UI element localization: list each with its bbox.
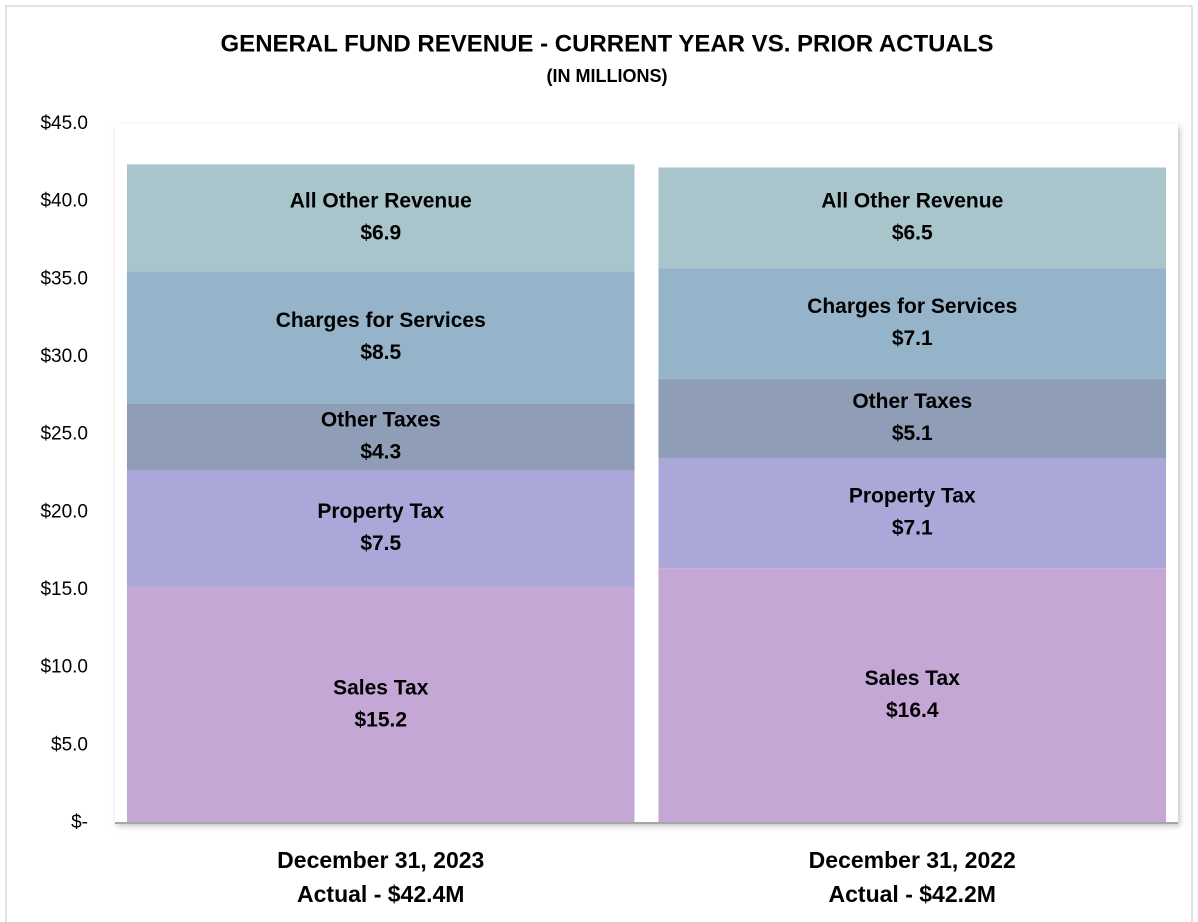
- segment-name: Property Tax: [849, 485, 976, 508]
- bar-segment: [126, 403, 635, 471]
- segment-name: All Other Revenue: [290, 190, 472, 213]
- segment-name: Sales Tax: [333, 676, 429, 699]
- bar-segment: [658, 457, 1167, 569]
- data-label: $5.1: [892, 422, 933, 445]
- chart-subtitle: (IN MILLIONS): [547, 66, 668, 86]
- x-tick-sublabel: Actual - $42.4M: [297, 881, 464, 907]
- segment-name: Charges for Services: [276, 309, 486, 332]
- y-tick-label: $-: [71, 812, 88, 833]
- bar-segment: [126, 586, 635, 823]
- x-tick-label: December 31, 2022: [809, 847, 1016, 873]
- chart-title: GENERAL FUND REVENUE - CURRENT YEAR VS. …: [221, 30, 994, 57]
- data-label: $16.4: [886, 699, 939, 722]
- y-tick-label: $5.0: [51, 734, 88, 755]
- data-label: $6.9: [360, 222, 401, 245]
- y-tick-label: $45.0: [40, 113, 88, 134]
- y-tick-label: $40.0: [40, 191, 88, 212]
- bar-segment: [126, 470, 635, 587]
- data-label: $6.5: [892, 222, 933, 245]
- data-label: $7.5: [360, 532, 401, 555]
- y-tick-label: $20.0: [40, 501, 88, 522]
- data-label: $8.5: [360, 341, 401, 364]
- y-tick-label: $35.0: [40, 268, 88, 289]
- data-label: $4.3: [360, 441, 401, 464]
- y-tick-label: $30.0: [40, 346, 88, 367]
- bar-segment: [658, 268, 1167, 379]
- bar-segment: [126, 164, 635, 272]
- bar-segment: [126, 271, 635, 404]
- segment-name: Other Taxes: [321, 409, 441, 432]
- segment-name: Property Tax: [317, 500, 444, 523]
- x-tick-sublabel: Actual - $42.2M: [829, 881, 996, 907]
- y-tick-label: $15.0: [40, 579, 88, 600]
- bar-segment: [658, 378, 1167, 458]
- y-tick-label: $25.0: [40, 424, 88, 445]
- y-tick-label: $10.0: [40, 657, 88, 678]
- bar-segment: [658, 568, 1167, 823]
- segment-name: Sales Tax: [865, 667, 961, 690]
- x-tick-label: December 31, 2023: [277, 847, 484, 873]
- data-label: $7.1: [892, 327, 933, 350]
- data-label: $15.2: [354, 708, 407, 731]
- segment-name: Other Taxes: [852, 390, 972, 413]
- data-label: $7.1: [892, 517, 933, 540]
- bar-segment: [658, 167, 1167, 269]
- segment-name: All Other Revenue: [821, 190, 1003, 213]
- segment-name: Charges for Services: [807, 295, 1017, 318]
